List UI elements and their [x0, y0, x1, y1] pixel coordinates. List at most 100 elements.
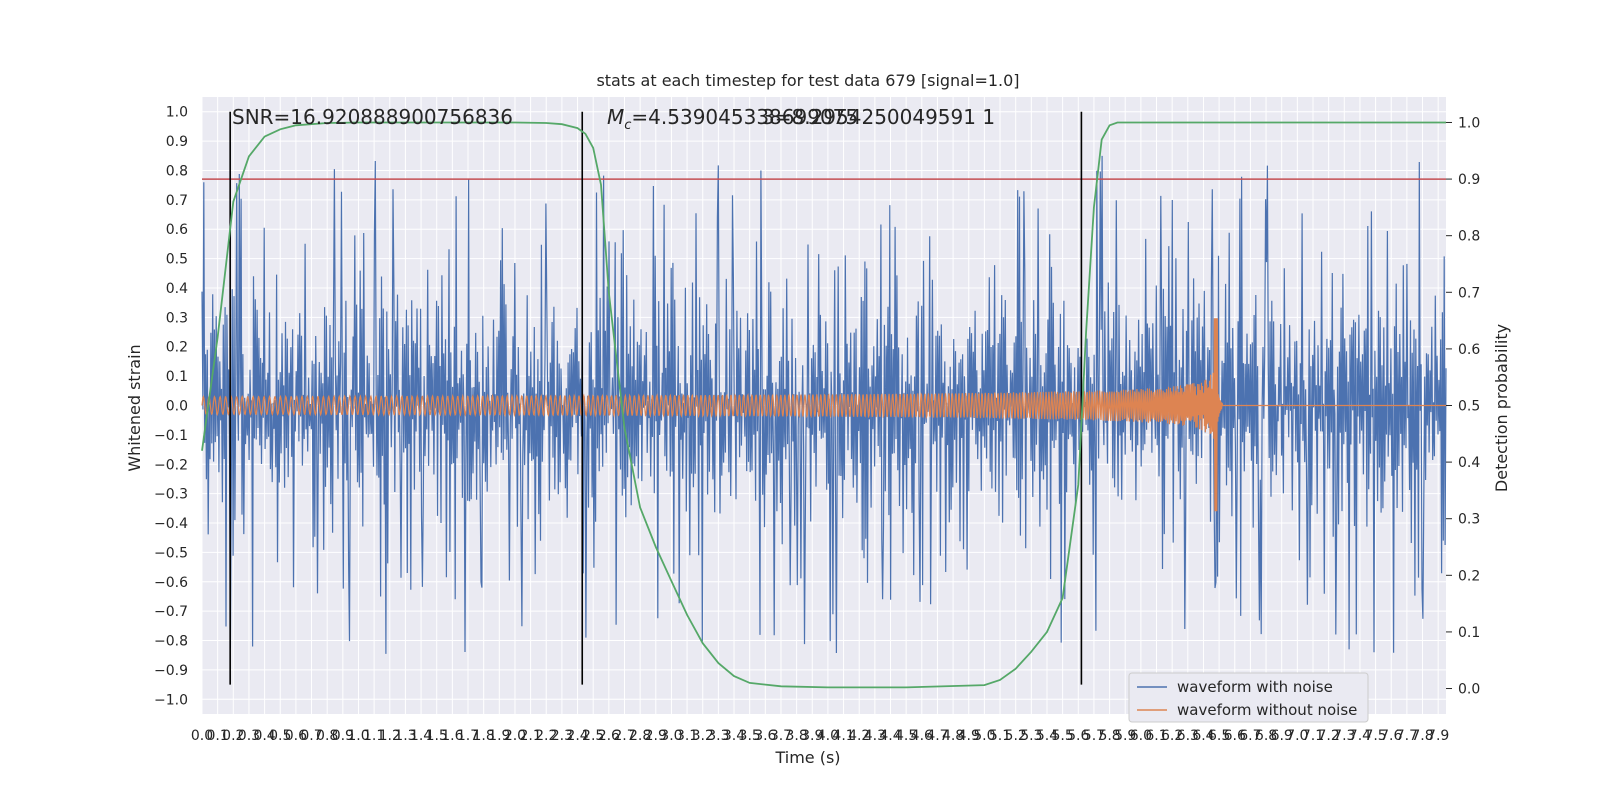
- y-axis-left-label: Whitened strain: [125, 344, 144, 471]
- x-tick-label: 3.9: [801, 728, 823, 744]
- x-tick-label: 7.6: [1380, 728, 1402, 744]
- y-left-tick-label: −0.8: [154, 634, 188, 650]
- x-tick-label: 0.4: [253, 728, 275, 744]
- y-right-tick-label: 0.1: [1458, 625, 1480, 641]
- detection-probability-series: [201, 121, 1446, 689]
- x-tick-label: 7.1: [1302, 728, 1324, 744]
- x-tick-label: 0.9: [332, 728, 354, 744]
- x-tick-label: 2.7: [613, 728, 635, 744]
- x-tick-label: 3.8: [785, 728, 807, 744]
- y-left-tick-label: 0.3: [166, 310, 188, 326]
- x-tick-label: 0.2: [222, 728, 244, 744]
- y-right-tick-label: 0.4: [1458, 455, 1480, 471]
- x-tick-label: 5.3: [1020, 728, 1042, 744]
- x-tick-label: 3.2: [692, 728, 714, 744]
- x-tick-label: 0.5: [269, 728, 291, 744]
- x-tick-label: 5.8: [1098, 728, 1120, 744]
- legend-label-noise: waveform with noise: [1177, 678, 1333, 696]
- x-tick-label: 4.2: [848, 728, 870, 744]
- y-left-tick-label: 0.2: [166, 340, 188, 356]
- x-tick-label: 7.5: [1364, 728, 1386, 744]
- x-tick-label: 6.4: [1192, 728, 1214, 744]
- x-tick-label: 7.2: [1318, 728, 1340, 744]
- y-axis-right-label: Detection probability: [1492, 324, 1511, 492]
- legend: waveform with noise waveform without noi…: [1128, 672, 1369, 723]
- x-tick-label: 3.7: [770, 728, 792, 744]
- x-tick-label: 5.0: [973, 728, 995, 744]
- x-tick-label: 6.2: [1161, 728, 1183, 744]
- waveform-with-noise-series: [201, 155, 1447, 654]
- y-right-tick-label: 0.9: [1458, 172, 1480, 188]
- y-left-tick-label: 0.5: [166, 252, 188, 268]
- legend-label-clean: waveform without noise: [1177, 701, 1357, 719]
- x-tick-label: 5.4: [1036, 728, 1058, 744]
- x-tick-label: 7.8: [1411, 728, 1433, 744]
- y-left-tick-label: 0.1: [166, 369, 188, 385]
- y-right-tick-label: 0.7: [1458, 285, 1480, 301]
- x-tick-label: 1.2: [379, 728, 401, 744]
- x-tick-label: 5.6: [1067, 728, 1089, 744]
- x-tick-label: 2.1: [519, 728, 541, 744]
- x-tick-label: 4.4: [879, 728, 901, 744]
- x-tick-label: 0.6: [285, 728, 307, 744]
- x-tick-label: 1.0: [347, 728, 369, 744]
- x-tick-label: 5.1: [989, 728, 1011, 744]
- x-tick-label: 0.7: [300, 728, 322, 744]
- x-tick-label: 2.6: [598, 728, 620, 744]
- x-tick-label: 4.9: [958, 728, 980, 744]
- y-left-tick-label: −0.2: [154, 457, 188, 473]
- x-tick-label: 4.3: [864, 728, 886, 744]
- x-tick-label: 7.7: [1396, 728, 1418, 744]
- x-tick-label: 5.7: [1083, 728, 1105, 744]
- legend-box: [1128, 672, 1369, 723]
- y-left-tick-label: −0.4: [154, 516, 188, 532]
- x-tick-label: 2.4: [566, 728, 588, 744]
- y-left-tick-label: −0.9: [154, 663, 188, 679]
- x-tick-label: 5.5: [1051, 728, 1073, 744]
- clean-waveform-line: [201, 318, 1446, 512]
- y-axis-left: 1.0 0.9 0.8 0.7 0.6 0.5 0.4 0.3 0.2 0.1 0.0 −0.1 −0.…: [154, 105, 188, 709]
- x-tick-label: 2.0: [504, 728, 526, 744]
- y-axis-right: 1.0 0.9 0.8 0.7 0.6 0.5 0.4 0.3 0.2 0.1 0.0: [1446, 115, 1480, 698]
- y-left-tick-label: −0.5: [154, 545, 188, 561]
- x-tick-label: 3.4: [723, 728, 745, 744]
- y-right-tick-label: 0.6: [1458, 342, 1480, 358]
- overlay-lines: [202, 111, 1446, 685]
- y-left-tick-label: −0.1: [154, 428, 188, 444]
- y-left-tick-label: 0.6: [166, 222, 188, 238]
- y-left-tick-label: 0.9: [166, 134, 188, 150]
- x-tick-label: 6.8: [1255, 728, 1277, 744]
- y-right-tick-label: 0.8: [1458, 229, 1480, 245]
- x-tick-label: 2.9: [645, 728, 667, 744]
- y-left-tick-label: −1.0: [154, 692, 188, 708]
- x-tick-label: 2.3: [551, 728, 573, 744]
- x-tick-label: 6.6: [1224, 728, 1246, 744]
- y-right-tick-label: 0.2: [1458, 568, 1480, 584]
- x-tick-label: 3.0: [660, 728, 682, 744]
- x-tick-label: 6.3: [1177, 728, 1199, 744]
- x-tick-label: 4.5: [895, 728, 917, 744]
- y-left-tick-label: 0.8: [166, 163, 188, 179]
- x-tick-label: 1.6: [441, 728, 463, 744]
- x-tick-label: 0.3: [238, 728, 260, 744]
- x-tick-label: 6.7: [1239, 728, 1261, 744]
- mc-annotation: Mc=4.539045338699075: [607, 105, 858, 133]
- x-tick-label: 5.9: [1114, 728, 1136, 744]
- y-left-tick-label: 1.0: [166, 105, 188, 121]
- x-tick-label: 3.5: [739, 728, 761, 744]
- x-tick-label: 1.3: [394, 728, 416, 744]
- x-tick-label: 7.4: [1349, 728, 1371, 744]
- x-tick-label: 0.1: [207, 728, 229, 744]
- x-tick-label: 3.6: [754, 728, 776, 744]
- x-tick-label: 1.8: [473, 728, 495, 744]
- x-tick-label: 1.5: [426, 728, 448, 744]
- y-right-tick-label: 0.0: [1458, 682, 1480, 698]
- y-left-tick-label: 0.7: [166, 193, 188, 209]
- x-tick-label: 6.1: [1145, 728, 1167, 744]
- x-tick-label: 1.1: [363, 728, 385, 744]
- x-tick-label: 6.0: [1130, 728, 1152, 744]
- y-left-tick-label: −0.7: [154, 604, 188, 620]
- x-tick-label: 4.1: [832, 728, 854, 744]
- y-right-tick-label: 0.5: [1458, 399, 1480, 415]
